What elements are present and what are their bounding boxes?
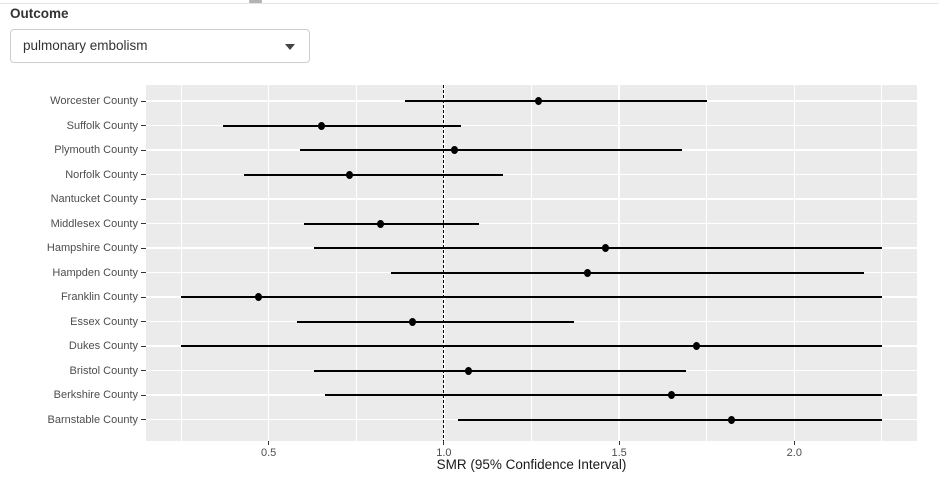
gridline-major-vertical	[267, 85, 270, 441]
x-axis-tick	[443, 441, 445, 445]
point-estimate	[584, 268, 592, 277]
y-axis-tick	[141, 419, 146, 420]
point-estimate	[692, 342, 700, 350]
gridline-minor-vertical	[706, 85, 708, 441]
ci-line	[457, 418, 882, 421]
outcome-label: Outcome	[10, 6, 69, 21]
ci-line	[181, 345, 882, 347]
gridline-minor-vertical	[180, 85, 182, 441]
dropdown-caret-icon	[285, 44, 295, 50]
y-axis-tick	[141, 345, 146, 347]
gridline-major-horizontal	[146, 198, 917, 200]
x-axis-title: SMR (95% Confidence Interval)	[436, 457, 627, 472]
y-axis-label: Berkshire County	[53, 389, 138, 401]
y-axis-label: Suffolk County	[66, 119, 138, 132]
x-axis-tick	[268, 441, 270, 445]
y-axis-label: Dukes County	[68, 340, 138, 352]
y-axis-tick	[141, 370, 146, 371]
point-estimate	[601, 244, 609, 252]
y-axis-label: Middlesex County	[50, 217, 138, 230]
reference-line	[443, 85, 445, 441]
y-axis-tick	[141, 321, 146, 322]
ci-line	[324, 394, 882, 396]
point-estimate	[464, 366, 472, 375]
y-axis-tick	[141, 149, 146, 151]
y-axis-label: Bristol County	[69, 364, 138, 377]
x-axis-tick-label: 1.5	[611, 447, 627, 459]
outcome-select[interactable]: pulmonary embolism	[10, 29, 310, 63]
y-axis-tick	[141, 125, 146, 126]
y-axis-label: Hampshire County	[46, 242, 138, 254]
ci-line	[314, 247, 882, 249]
y-axis-label: Franklin County	[60, 291, 138, 303]
x-axis-tick	[793, 441, 795, 445]
gridline-major-vertical	[618, 85, 620, 441]
x-axis-tick-label: 0.5	[261, 447, 277, 459]
ci-line	[314, 369, 686, 372]
point-estimate	[254, 293, 262, 301]
ci-line	[223, 124, 462, 127]
ci-line	[303, 222, 479, 225]
x-axis-tick-label: 1.0	[436, 447, 452, 459]
point-estimate	[408, 317, 416, 326]
y-axis-tick	[141, 247, 146, 249]
ci-line	[405, 100, 707, 102]
ci-line	[181, 296, 882, 298]
gridline-minor-vertical	[881, 85, 883, 441]
ci-line	[244, 173, 504, 176]
ci-line	[296, 320, 574, 323]
y-axis-label: Nantucket County	[50, 193, 138, 205]
y-axis-tick	[141, 223, 146, 224]
y-axis-label: Essex County	[70, 315, 138, 328]
point-estimate	[535, 97, 542, 105]
x-axis-tick	[618, 441, 620, 445]
gridline-minor-vertical	[531, 85, 532, 441]
point-estimate	[727, 415, 735, 424]
y-axis-label: Barnstable County	[47, 413, 139, 426]
y-axis-label: Hampden County	[52, 266, 138, 279]
y-axis-label: Norfolk County	[65, 168, 138, 181]
ci-line	[300, 149, 683, 151]
y-axis-tick	[141, 394, 146, 396]
gridline-major-horizontal	[146, 222, 917, 225]
point-estimate	[450, 146, 458, 154]
gridline-major-horizontal	[146, 173, 917, 176]
gridline-major-horizontal	[146, 124, 917, 127]
point-estimate	[345, 170, 353, 179]
point-estimate	[668, 391, 676, 399]
top-notch-artifact	[249, 0, 262, 3]
gridline-minor-vertical	[355, 85, 357, 441]
y-axis-label: Worcester County	[50, 95, 138, 107]
plot-panel	[146, 85, 917, 441]
y-axis-tick	[141, 174, 146, 175]
y-axis-tick	[141, 272, 146, 273]
gridline-major-vertical	[793, 85, 796, 441]
ci-line	[391, 271, 865, 274]
y-axis-label: Plymouth County	[54, 144, 138, 156]
y-axis-tick	[141, 296, 146, 298]
y-axis-tick	[141, 100, 146, 102]
point-estimate	[377, 219, 385, 228]
x-axis-tick-label: 2.0	[786, 447, 802, 459]
point-estimate	[317, 121, 325, 130]
y-axis-tick	[141, 198, 146, 200]
top-divider	[0, 3, 939, 4]
outcome-select-value: pulmonary embolism	[23, 38, 148, 53]
